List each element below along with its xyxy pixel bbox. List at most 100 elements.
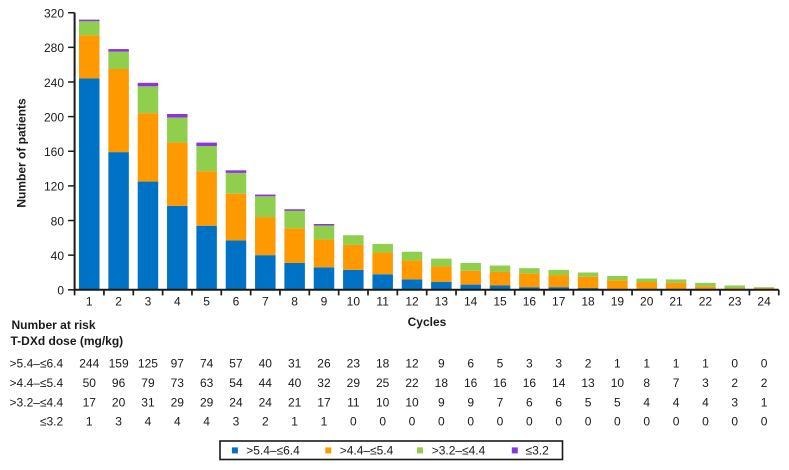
svg-text:9: 9	[321, 295, 328, 309]
svg-text:0: 0	[614, 415, 621, 429]
svg-text:73: 73	[171, 376, 185, 390]
svg-text:4: 4	[145, 415, 152, 429]
svg-text:0: 0	[497, 415, 504, 429]
svg-text:3: 3	[115, 415, 122, 429]
svg-text:240: 240	[44, 76, 64, 90]
svg-text:22: 22	[699, 295, 713, 309]
svg-text:13: 13	[435, 295, 449, 309]
svg-text:29: 29	[171, 396, 185, 410]
svg-text:31: 31	[288, 357, 302, 371]
svg-text:17: 17	[83, 396, 97, 410]
svg-text:>3.2–≤4.4: >3.2–≤4.4	[10, 396, 64, 410]
svg-text:6: 6	[467, 357, 474, 371]
svg-text:12: 12	[405, 357, 419, 371]
svg-text:0: 0	[761, 357, 768, 371]
svg-text:23: 23	[728, 295, 742, 309]
svg-text:2: 2	[761, 376, 768, 390]
svg-text:7: 7	[497, 396, 504, 410]
svg-text:0: 0	[379, 415, 386, 429]
svg-text:3: 3	[555, 357, 562, 371]
svg-text:11: 11	[376, 295, 389, 309]
svg-text:40: 40	[259, 357, 273, 371]
svg-text:17: 17	[552, 295, 566, 309]
svg-text:2: 2	[731, 376, 738, 390]
svg-text:32: 32	[317, 376, 331, 390]
svg-text:10: 10	[376, 396, 390, 410]
svg-text:0: 0	[526, 415, 533, 429]
svg-text:24: 24	[757, 295, 771, 309]
svg-text:5: 5	[203, 295, 210, 309]
svg-text:9: 9	[438, 357, 445, 371]
svg-text:6: 6	[526, 396, 533, 410]
svg-text:0: 0	[438, 415, 445, 429]
svg-text:2: 2	[115, 295, 122, 309]
svg-text:159: 159	[109, 357, 129, 371]
svg-text:4: 4	[174, 295, 181, 309]
svg-text:20: 20	[112, 396, 126, 410]
svg-text:200: 200	[44, 110, 64, 124]
svg-text:29: 29	[347, 376, 361, 390]
svg-text:244: 244	[79, 357, 99, 371]
svg-text:57: 57	[229, 357, 243, 371]
svg-text:13: 13	[581, 376, 595, 390]
svg-text:0: 0	[467, 415, 474, 429]
svg-text:18: 18	[376, 357, 390, 371]
svg-text:≤3.2: ≤3.2	[40, 415, 64, 429]
svg-text:14: 14	[464, 295, 478, 309]
svg-text:40: 40	[288, 376, 302, 390]
svg-text:18: 18	[435, 376, 449, 390]
svg-text:63: 63	[200, 376, 214, 390]
svg-text:125: 125	[138, 357, 158, 371]
svg-text:3: 3	[731, 396, 738, 410]
svg-text:10: 10	[405, 396, 419, 410]
svg-text:8: 8	[643, 376, 650, 390]
svg-text:4: 4	[174, 415, 181, 429]
svg-text:Number of patients: Number of patients	[15, 98, 29, 208]
svg-text:>5.4–≤6.4: >5.4–≤6.4	[246, 444, 300, 458]
svg-text:Cycles: Cycles	[408, 315, 447, 329]
svg-text:4: 4	[673, 396, 680, 410]
svg-text:20: 20	[640, 295, 654, 309]
svg-text:3: 3	[233, 415, 240, 429]
svg-text:≤3.2: ≤3.2	[526, 444, 550, 458]
svg-text:25: 25	[376, 376, 390, 390]
svg-text:160: 160	[44, 145, 64, 159]
svg-text:5: 5	[614, 396, 621, 410]
svg-text:23: 23	[347, 357, 361, 371]
svg-text:0: 0	[57, 284, 64, 298]
svg-text:74: 74	[200, 357, 214, 371]
svg-text:10: 10	[347, 295, 361, 309]
svg-text:1: 1	[321, 415, 328, 429]
svg-text:9: 9	[467, 396, 474, 410]
svg-text:0: 0	[673, 415, 680, 429]
svg-text:2: 2	[585, 357, 592, 371]
svg-text:31: 31	[141, 396, 155, 410]
svg-text:>5.4–≤6.4: >5.4–≤6.4	[10, 357, 64, 371]
svg-text:12: 12	[405, 295, 419, 309]
svg-text:1: 1	[761, 396, 768, 410]
svg-text:Number at risk: Number at risk	[12, 318, 96, 332]
svg-text:44: 44	[259, 376, 273, 390]
svg-text:0: 0	[555, 415, 562, 429]
svg-text:18: 18	[581, 295, 595, 309]
svg-text:5: 5	[585, 396, 592, 410]
svg-text:97: 97	[171, 357, 185, 371]
svg-text:3: 3	[702, 376, 709, 390]
svg-text:9: 9	[438, 396, 445, 410]
svg-text:8: 8	[291, 295, 298, 309]
svg-text:6: 6	[555, 396, 562, 410]
svg-text:280: 280	[44, 41, 64, 55]
svg-text:1: 1	[86, 295, 93, 309]
svg-text:1: 1	[291, 415, 298, 429]
svg-text:4: 4	[643, 396, 650, 410]
svg-text:0: 0	[731, 357, 738, 371]
svg-text:7: 7	[262, 295, 269, 309]
svg-text:0: 0	[702, 415, 709, 429]
svg-text:1: 1	[614, 357, 621, 371]
svg-text:54: 54	[229, 376, 243, 390]
svg-text:96: 96	[112, 376, 126, 390]
svg-text:1: 1	[702, 357, 709, 371]
svg-text:>4.4–≤5.4: >4.4–≤5.4	[10, 376, 64, 390]
svg-text:0: 0	[643, 415, 650, 429]
svg-text:21: 21	[669, 295, 683, 309]
